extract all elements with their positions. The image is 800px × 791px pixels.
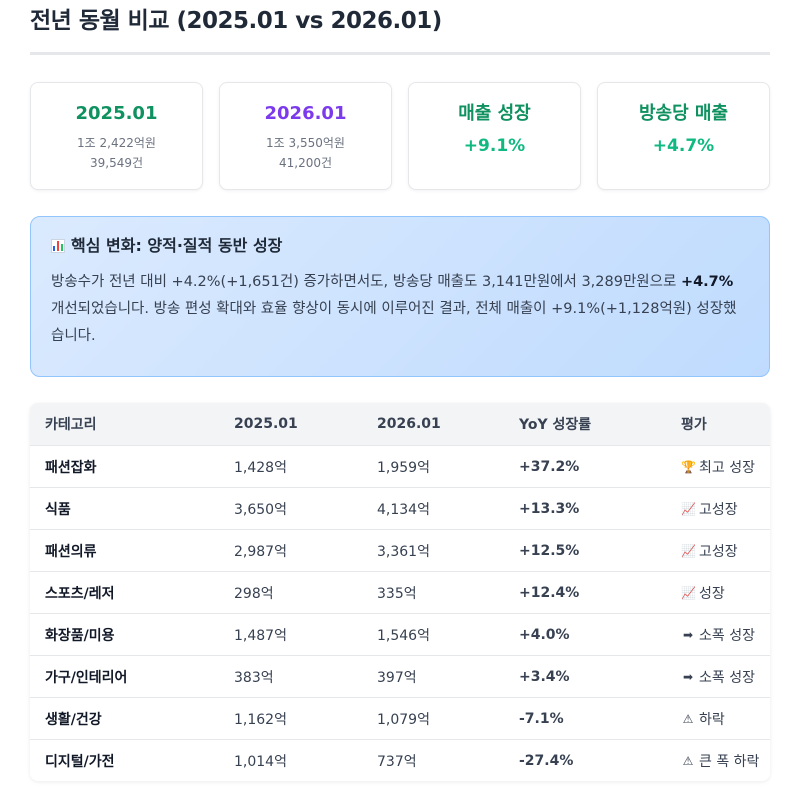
value-2025-cell: 2,987억 [219, 529, 362, 572]
category-cell: 디지털/가전 [30, 739, 219, 781]
arrow-right-icon: ➡ [682, 627, 694, 642]
bar-chart-icon [51, 239, 65, 253]
card-title: 매출 성장 [458, 103, 531, 124]
card-per-broadcast-sales: 방송당 매출 +4.7% [597, 82, 770, 190]
eval-cell: ➡ 소폭 성장 [666, 613, 770, 656]
eval-cell: ⚠ 하락 [666, 697, 770, 740]
category-cell: 가구/인테리어 [30, 655, 219, 698]
card-sales: 1조 3,550억원 [266, 136, 345, 150]
insight-heading: 핵심 변화: 양적·질적 동반 성장 [71, 236, 283, 255]
value-2025-cell: 1,428억 [219, 445, 362, 488]
card-title: 2026.01 [264, 103, 347, 124]
table-row: 패션잡화 1,428억 1,959억 +37.2% 🏆 최고 성장 [30, 445, 770, 488]
card-sales: 1조 2,422억원 [77, 136, 156, 150]
value-2026-cell: 1,079억 [362, 697, 504, 740]
eval-cell: ➡ 소폭 성장 [666, 655, 770, 698]
page-title: 전년 동월 비교 (2025.01 vs 2026.01) [30, 8, 442, 34]
value-2026-cell: 397억 [362, 655, 504, 698]
yoy-cell: -7.1% [504, 697, 666, 740]
table-row: 디지털/가전 1,014억 737억 -27.4% ⚠ 큰 폭 하락 [30, 739, 770, 781]
chart-up-icon: 📈 [681, 585, 696, 600]
eval-cell: 📈 고성장 [666, 529, 770, 572]
yoy-cell: +12.5% [504, 529, 666, 572]
page: 전년 동월 비교 (2025.01 vs 2026.01) 2025.01 1조… [30, 0, 770, 781]
column-header: 2026.01 [362, 403, 504, 446]
card-title: 2025.01 [75, 103, 158, 124]
eval-cell: 📈 고성장 [666, 487, 770, 530]
chart-up-icon: 📈 [681, 501, 696, 516]
card-count: 41,200건 [278, 156, 333, 170]
eval-label: 최고 성장 [699, 459, 755, 476]
card-metric: +9.1% [463, 136, 526, 156]
value-2026-cell: 1,546억 [362, 613, 504, 656]
table-row: 패션의류 2,987억 3,361억 +12.5% 📈 고성장 [30, 529, 770, 572]
value-2025-cell: 383억 [219, 655, 362, 698]
column-header: 평가 [666, 403, 770, 446]
warning-icon: ⚠ [682, 711, 694, 726]
yoy-cell: +4.0% [504, 613, 666, 656]
insight-heading-row: 핵심 변화: 양적·질적 동반 성장 [51, 233, 749, 259]
eval-cell: 📈 성장 [666, 571, 770, 614]
card-2025: 2025.01 1조 2,422억원 39,549건 [30, 82, 203, 190]
insight-highlight: +4.7% [680, 274, 734, 290]
value-2026-cell: 1,959억 [362, 445, 504, 488]
value-2026-cell: 4,134억 [362, 487, 504, 530]
card-2026: 2026.01 1조 3,550억원 41,200건 [219, 82, 392, 190]
value-2025-cell: 3,650억 [219, 487, 362, 530]
card-count: 39,549건 [89, 156, 144, 170]
category-cell: 생활/건강 [30, 697, 219, 740]
table-row: 식품 3,650억 4,134억 +13.3% 📈 고성장 [30, 487, 770, 530]
column-header: 카테고리 [30, 403, 219, 446]
table-row: 화장품/미용 1,487억 1,546억 +4.0% ➡ 소폭 성장 [30, 613, 770, 656]
value-2026-cell: 737억 [362, 739, 504, 781]
arrow-right-icon: ➡ [682, 669, 694, 684]
insight-text: 방송수가 전년 대비 +4.2%(+1,651건) 증가하면서도, 방송당 매출… [51, 274, 681, 290]
summary-cards: 2025.01 1조 2,422억원 39,549건 2026.01 1조 3,… [30, 82, 770, 190]
card-title: 방송당 매출 [638, 103, 729, 124]
eval-label: 고성장 [699, 501, 738, 518]
value-2025-cell: 1,162억 [219, 697, 362, 740]
eval-label: 소폭 성장 [699, 627, 755, 644]
table-row: 생활/건강 1,162억 1,079억 -7.1% ⚠ 하락 [30, 697, 770, 740]
eval-label: 하락 [699, 711, 725, 728]
value-2026-cell: 3,361억 [362, 529, 504, 572]
eval-label: 고성장 [699, 543, 738, 560]
category-cell: 패션잡화 [30, 445, 219, 488]
insight-text: 개선되었습니다. 방송 편성 확대와 효율 향상이 동시에 이루어진 결과, 전… [51, 301, 737, 344]
yoy-cell: -27.4% [504, 739, 666, 781]
category-cell: 화장품/미용 [30, 613, 219, 656]
column-header: 2025.01 [219, 403, 362, 446]
table-header-row: 카테고리 2025.01 2026.01 YoY 성장률 평가 [30, 403, 770, 446]
chart-up-icon: 📈 [681, 543, 696, 558]
category-cell: 스포츠/레저 [30, 571, 219, 614]
value-2026-cell: 335억 [362, 571, 504, 614]
warning-icon: ⚠ [682, 753, 694, 768]
card-sales-growth: 매출 성장 +9.1% [408, 82, 581, 190]
trophy-icon: 🏆 [681, 459, 696, 474]
value-2025-cell: 1,014억 [219, 739, 362, 781]
card-metric: +4.7% [652, 136, 715, 156]
category-cell: 식품 [30, 487, 219, 530]
value-2025-cell: 1,487억 [219, 613, 362, 656]
eval-label: 소폭 성장 [699, 669, 755, 686]
eval-cell: ⚠ 큰 폭 하락 [666, 739, 770, 781]
insight-box: 핵심 변화: 양적·질적 동반 성장 방송수가 전년 대비 +4.2%(+1,6… [30, 216, 770, 377]
category-cell: 패션의류 [30, 529, 219, 572]
insight-body: 방송수가 전년 대비 +4.2%(+1,651건) 증가하면서도, 방송당 매출… [51, 269, 749, 350]
category-table: 카테고리 2025.01 2026.01 YoY 성장률 평가 패션잡화 1,42… [30, 403, 770, 781]
yoy-cell: +12.4% [504, 571, 666, 614]
eval-cell: 🏆 최고 성장 [666, 445, 770, 488]
eval-label: 큰 폭 하락 [699, 753, 760, 770]
table-row: 스포츠/레저 298억 335억 +12.4% 📈 성장 [30, 571, 770, 614]
eval-label: 성장 [699, 585, 725, 602]
table-row: 가구/인테리어 383억 397억 +3.4% ➡ 소폭 성장 [30, 655, 770, 698]
yoy-cell: +3.4% [504, 655, 666, 698]
yoy-cell: +37.2% [504, 445, 666, 488]
title-section: 전년 동월 비교 (2025.01 vs 2026.01) [30, 0, 770, 55]
column-header: YoY 성장률 [504, 403, 666, 446]
value-2025-cell: 298억 [219, 571, 362, 614]
yoy-cell: +13.3% [504, 487, 666, 530]
